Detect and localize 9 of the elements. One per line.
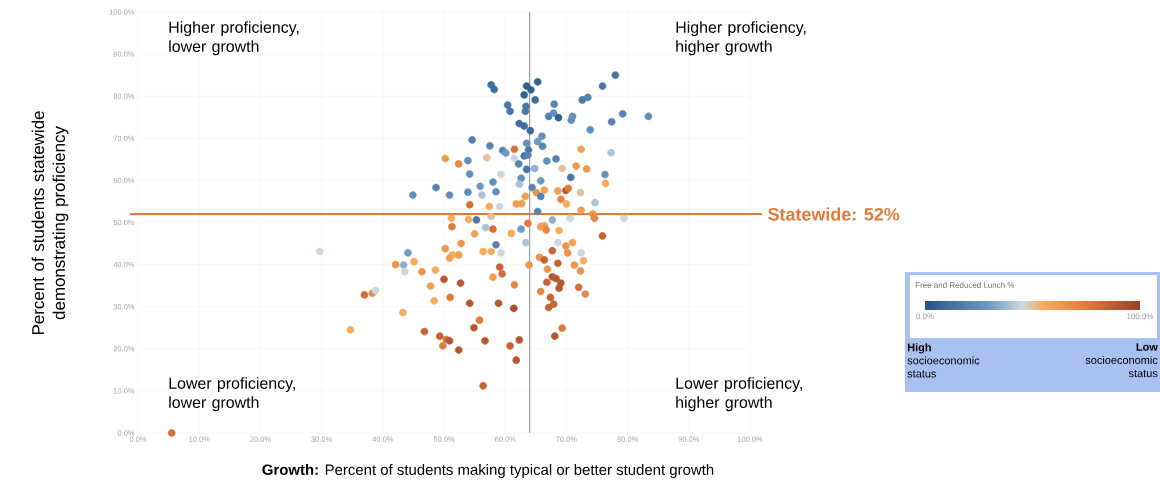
text: Low socioeconomic status	[1085, 343, 1158, 378]
annotation: Lower proficiency, higher growth	[676, 377, 802, 412]
ref-line-label: Statewide: 52%	[768, 207, 900, 221]
y-axis-title: Percent of students statewide demonstrating proficiency	[31, 111, 69, 335]
text: High socioeconomic status	[907, 343, 980, 378]
annotation: Higher proficiency, higher growth	[676, 21, 806, 56]
annotation: Higher proficiency, lower growth	[169, 21, 299, 56]
x-axis-title: Growth: Percent of students making typical or better student growth	[262, 464, 714, 478]
annotation: Lower proficiency, lower growth	[169, 377, 295, 412]
